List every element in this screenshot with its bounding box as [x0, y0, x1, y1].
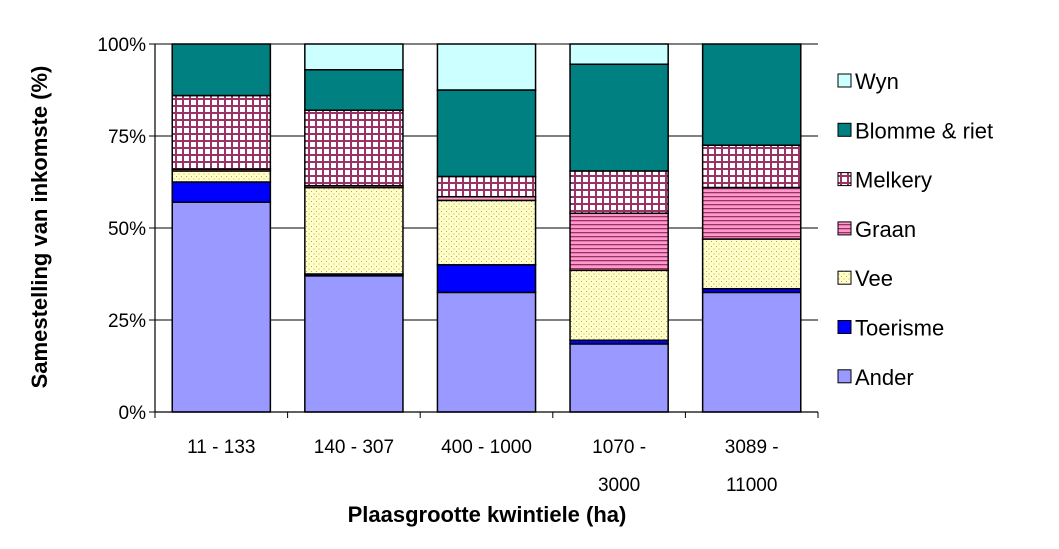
- bar-segment-blomme-riet: [171, 43, 272, 97]
- axes: [154, 44, 818, 413]
- legend-label: Wyn: [855, 69, 899, 94]
- legend-swatch: [837, 369, 852, 384]
- legend-swatch: [837, 221, 852, 236]
- legend-label: Melkery: [855, 168, 932, 193]
- bar-segment-graan: [569, 212, 669, 272]
- y-tick-label: 0%: [119, 403, 147, 424]
- y-axis-title: Samestelling van inkomste (%): [27, 66, 52, 389]
- legend-swatch: [837, 270, 852, 285]
- legend-label: Blomme & riet: [855, 118, 993, 143]
- bar-segment-blomme-riet: [436, 89, 537, 178]
- bars: [171, 43, 802, 413]
- bar-segment-vee: [171, 170, 272, 183]
- bar-segment-blomme-riet: [304, 69, 404, 111]
- bar-segment-blomme-riet: [701, 43, 802, 146]
- bar-segment-graan: [701, 186, 802, 240]
- bar-segment-toerisme: [436, 264, 537, 294]
- legend-swatch: [837, 320, 852, 334]
- bar-segment-ander: [569, 343, 669, 413]
- bar-segment-wyn: [569, 43, 669, 65]
- legend-label: Toerisme: [855, 316, 944, 341]
- x-tick-label: 1070 -3000: [592, 437, 646, 496]
- y-tick-label: 50%: [108, 219, 146, 240]
- bar-segment-toerisme: [171, 181, 272, 203]
- bar-segment-vee: [304, 186, 404, 275]
- x-axis-ticks: 11 - 133 140 - 307 400 - 1000 1070 -3000 308…: [154, 412, 819, 496]
- x-tick-label: 400 - 1000: [441, 437, 532, 458]
- bar-segment-vee: [701, 238, 802, 290]
- bar-segment-wyn: [304, 43, 404, 71]
- bar-segment-melkery: [304, 109, 404, 187]
- bar-segment-ander: [436, 291, 537, 413]
- bar-segment-melkery: [171, 94, 272, 170]
- legend-swatch: [837, 73, 852, 88]
- y-tick-label: 25%: [108, 311, 146, 332]
- legend-label: Graan: [855, 217, 916, 242]
- bar-segment-ander: [304, 275, 404, 413]
- x-tick-label: 3089 -11000: [725, 437, 779, 496]
- bar-segment-blomme-riet: [569, 63, 669, 172]
- legend-label: Vee: [855, 266, 893, 291]
- legend-label: Ander: [855, 365, 914, 390]
- bar-segment-ander: [171, 201, 272, 413]
- legend-swatch: [837, 172, 852, 187]
- bar-segment-melkery: [701, 144, 802, 189]
- y-axis-ticks: 0% 25% 50% 75% 100%: [97, 35, 155, 424]
- bar-segment-wyn: [436, 43, 537, 91]
- bar-segment-vee: [436, 199, 537, 266]
- bar-segment-vee: [569, 269, 669, 341]
- x-axis-title: Plaasgrootte kwintiele (ha): [348, 502, 627, 527]
- bar-segment-melkery: [569, 170, 669, 215]
- legend: Wyn Blomme & riet Melkery Graan Vee Toerisme A…: [837, 69, 993, 390]
- bar-segment-ander: [701, 291, 802, 413]
- legend-swatch: [837, 122, 852, 137]
- bar-segment-melkery: [436, 175, 537, 198]
- x-tick-label: 11 - 133: [187, 437, 255, 458]
- y-tick-label: 75%: [108, 127, 146, 148]
- x-tick-label: 140 - 307: [314, 437, 394, 458]
- y-tick-label: 100%: [97, 35, 146, 56]
